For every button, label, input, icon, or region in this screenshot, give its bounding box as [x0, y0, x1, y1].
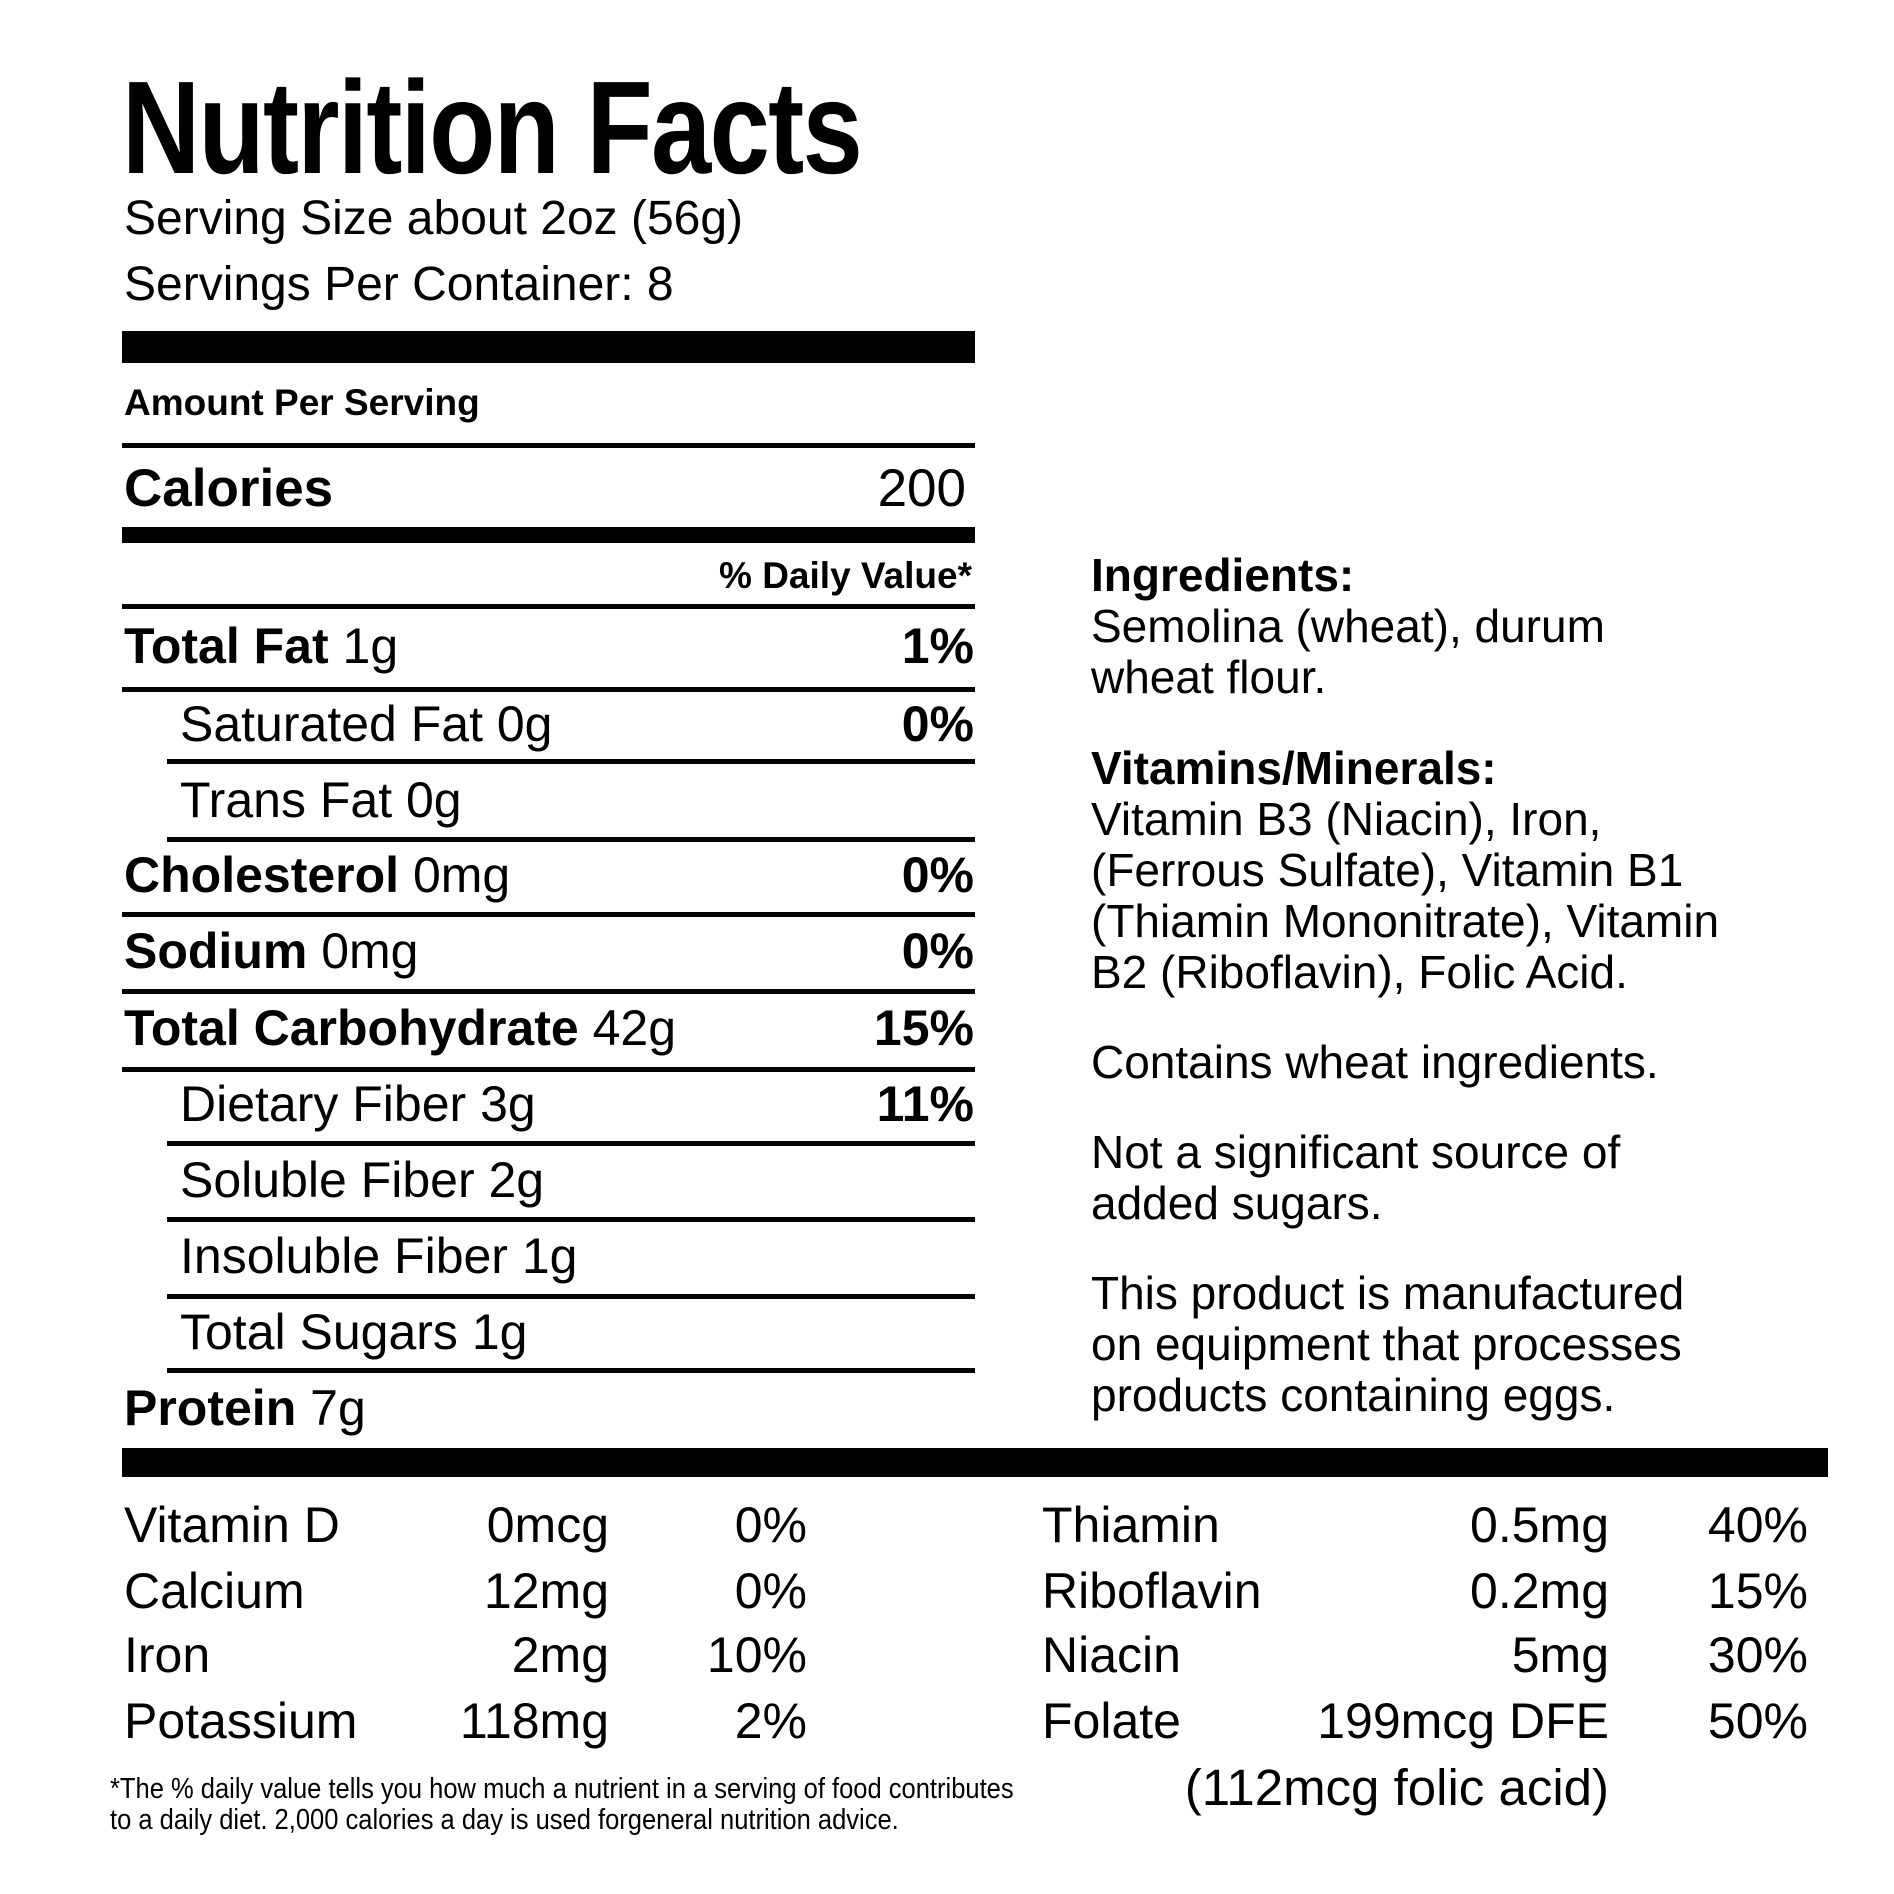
vitamin-pct: 2%	[734, 1693, 807, 1749]
vitamin-amount: 2mg	[511, 1627, 609, 1683]
equipment-line: on equipment that processes	[1091, 1318, 1682, 1370]
vitamin-amount: 5mg	[1511, 1627, 1609, 1683]
vitamins-minerals-line: (Ferrous Sulfate), Vitamin B1	[1091, 844, 1684, 896]
nutrient-pct: 11%	[876, 1076, 974, 1132]
divider	[122, 912, 975, 917]
nutrient-row-total-sugars: Total Sugars 1g	[180, 1307, 974, 1357]
vitamin-amount: 0.2mg	[1470, 1563, 1609, 1619]
divider	[167, 1368, 975, 1373]
vitamin-pct: 40%	[1707, 1497, 1808, 1553]
ingredients-line: wheat flour.	[1091, 651, 1327, 703]
allergen-statement: Contains wheat ingredients.	[1091, 1036, 1659, 1088]
vitamins-minerals-line: Vitamin B3 (Niacin), Iron,	[1091, 793, 1602, 845]
nutrient-row-total-fat: Total Fat 1g 1%	[124, 621, 974, 671]
nutrient-row-cholesterol: Cholesterol 0mg 0%	[124, 850, 974, 900]
calories-value: 200	[877, 459, 966, 518]
vitamin-name: Vitamin D	[124, 1497, 340, 1553]
nutrient-row-sodium: Sodium 0mg 0%	[124, 926, 974, 976]
nutrient-pct: 0%	[901, 696, 974, 752]
vitamin-pct: 30%	[1707, 1627, 1808, 1683]
nutrient-amount: 7g	[296, 1380, 366, 1436]
vitamin-amount: 118mg	[459, 1693, 609, 1749]
vitamin-name: Potassium	[124, 1693, 358, 1749]
nutrient-label: Total Fat	[124, 618, 329, 674]
vitamin-name: Iron	[124, 1627, 211, 1683]
nutrient-amount: 42g	[578, 1000, 677, 1056]
nutrient-pct: 0%	[901, 923, 974, 979]
daily-value-header: % Daily Value*	[719, 555, 972, 596]
nutrient-amount: 0mg	[399, 847, 511, 903]
divider	[167, 759, 975, 764]
nutrient-row-insoluble-fiber: Insoluble Fiber 1g	[180, 1231, 974, 1281]
vitamin-pct: 0%	[734, 1563, 807, 1619]
vitamin-name: Folate	[1042, 1693, 1181, 1749]
nutrient-label: Insoluble Fiber 1g	[180, 1228, 578, 1284]
equipment-line: products containing eggs.	[1091, 1369, 1616, 1421]
nutrient-row-trans-fat: Trans Fat 0g	[180, 775, 974, 825]
nutrient-row-saturated-fat: Saturated Fat 0g 0%	[180, 699, 974, 749]
divider	[167, 837, 975, 842]
divider	[122, 989, 975, 994]
nutrient-row-soluble-fiber: Soluble Fiber 2g	[180, 1155, 974, 1205]
vitamin-pct: 0%	[734, 1497, 807, 1553]
divider	[122, 604, 975, 609]
nutrient-label: Soluble Fiber 2g	[180, 1152, 545, 1208]
nutrient-row-total-carbohydrate: Total Carbohydrate 42g 15%	[124, 1003, 974, 1053]
divider	[167, 1141, 975, 1146]
divider	[167, 1217, 975, 1222]
ingredients-line: Semolina (wheat), durum	[1091, 600, 1605, 652]
vitamin-amount: 12mg	[483, 1563, 609, 1619]
vitamin-amount: 0mcg	[486, 1497, 609, 1553]
nutrient-label: Sodium	[124, 923, 308, 979]
divider	[122, 687, 975, 692]
vitamin-name: Niacin	[1042, 1627, 1181, 1683]
vitamin-name: Thiamin	[1042, 1497, 1220, 1553]
vitamin-name: Calcium	[124, 1563, 305, 1619]
divider	[122, 1067, 975, 1072]
added-sugars-line: added sugars.	[1091, 1177, 1383, 1229]
calories-row: Calories 200	[124, 462, 974, 515]
vitamins-minerals-heading: Vitamins/Minerals:	[1091, 742, 1497, 794]
nutrient-pct: 0%	[901, 847, 974, 903]
nutrient-amount: 1g	[328, 618, 399, 674]
nutrient-label: Trans Fat 0g	[180, 772, 462, 828]
nutrient-pct: 1%	[901, 618, 974, 674]
nutrient-label: Cholesterol	[124, 847, 400, 903]
thick-divider	[122, 1448, 1828, 1477]
serving-size: Serving Size about 2oz (56g)	[124, 192, 744, 245]
nutrient-label: Total Sugars 1g	[180, 1304, 528, 1360]
vitamin-amount: 0.5mg	[1470, 1497, 1609, 1553]
nutrient-row-protein: Protein 7g	[124, 1383, 974, 1433]
added-sugars-line: Not a significant source of	[1091, 1126, 1621, 1178]
label-title: Nutrition Facts	[122, 54, 863, 201]
footnote-line-2: to a daily diet. 2,000 calories a day is…	[110, 1804, 899, 1836]
ingredients-heading: Ingredients:	[1091, 549, 1355, 601]
footnote-line-1: *The % daily value tells you how much a …	[110, 1773, 1014, 1805]
folic-acid-note: (112mcg folic acid)	[1184, 1759, 1609, 1816]
nutrient-pct: 15%	[873, 1000, 974, 1056]
vitamin-amount: 199mcg DFE	[1317, 1693, 1609, 1749]
nutrient-label: Saturated Fat 0g	[180, 696, 553, 752]
vitamin-name: Riboflavin	[1042, 1563, 1262, 1619]
vitamin-pct: 50%	[1707, 1693, 1808, 1749]
calories-label: Calories	[124, 459, 334, 518]
servings-per-container: Servings Per Container: 8	[124, 258, 674, 311]
nutrient-label: Total Carbohydrate	[124, 1000, 579, 1056]
vitamin-pct: 10%	[706, 1627, 807, 1683]
nutrient-amount: 0mg	[307, 923, 419, 979]
amount-per-serving: Amount Per Serving	[124, 382, 480, 423]
vitamins-minerals-line: B2 (Riboflavin), Folic Acid.	[1091, 946, 1628, 998]
vitamins-minerals-line: (Thiamin Mononitrate), Vitamin	[1091, 895, 1720, 947]
medium-divider	[122, 527, 975, 543]
nutrient-label: Dietary Fiber 3g	[180, 1076, 536, 1132]
nutrient-label: Protein	[124, 1380, 297, 1436]
divider	[122, 443, 975, 448]
thick-divider	[122, 331, 975, 363]
nutrient-row-dietary-fiber: Dietary Fiber 3g 11%	[180, 1079, 974, 1129]
vitamin-pct: 15%	[1707, 1563, 1808, 1619]
divider	[167, 1294, 975, 1299]
equipment-line: This product is manufactured	[1091, 1267, 1685, 1319]
